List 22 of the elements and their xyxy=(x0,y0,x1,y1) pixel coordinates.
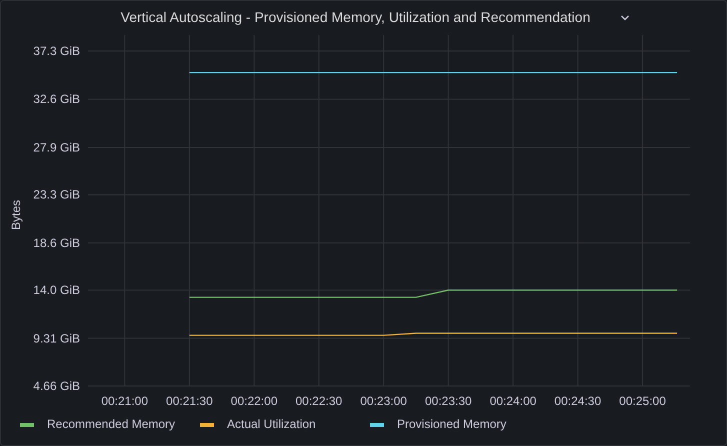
chart-title: Vertical Autoscaling - Provisioned Memory, Utilization and Recommendation xyxy=(120,9,590,25)
x-tick-label: 00:22:00 xyxy=(230,394,278,408)
x-tick-label: 00:22:30 xyxy=(296,394,343,408)
x-tick-label: 00:23:00 xyxy=(360,394,408,408)
y-tick-label: 37.3 GiB xyxy=(33,44,80,58)
y-tick-label: 32.6 GiB xyxy=(33,92,80,106)
y-tick-label: 4.66 GiB xyxy=(33,379,80,393)
legend-label: Provisioned Memory xyxy=(397,417,506,431)
x-tick-label: 00:21:00 xyxy=(101,394,148,408)
x-tick-label: 00:24:30 xyxy=(554,394,602,408)
y-tick-label: 18.6 GiB xyxy=(33,236,80,250)
x-tick-label: 00:24:00 xyxy=(490,394,537,408)
legend-label: Recommended Memory xyxy=(47,417,176,431)
y-tick-label: 27.9 GiB xyxy=(33,140,80,154)
y-axis-title: Bytes xyxy=(9,200,23,230)
x-tick-label: 00:25:00 xyxy=(619,394,666,408)
y-tick-label: 23.3 GiB xyxy=(33,188,80,202)
x-tick-label: 00:23:30 xyxy=(424,394,472,408)
y-tick-label: 9.31 GiB xyxy=(33,331,80,346)
x-tick-label: 00:21:30 xyxy=(166,394,214,408)
legend-label: Actual Utilization xyxy=(227,417,316,431)
y-tick-label: 14.0 GiB xyxy=(33,283,80,298)
